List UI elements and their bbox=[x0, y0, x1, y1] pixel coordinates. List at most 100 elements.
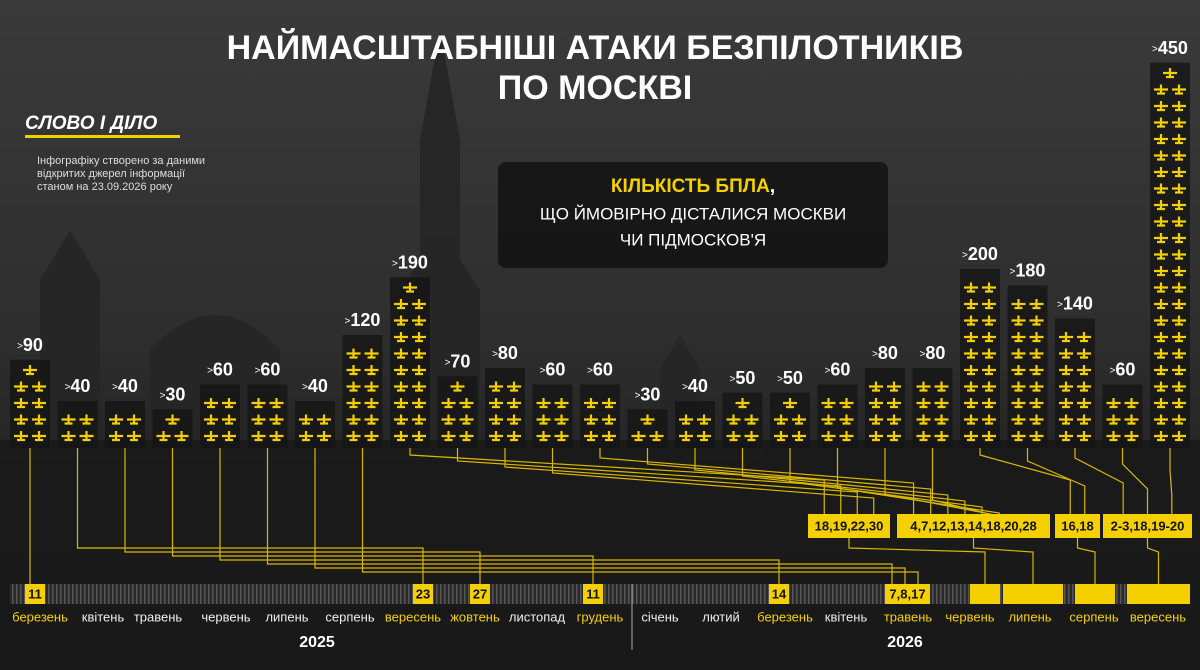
drone-icon bbox=[1011, 431, 1026, 442]
drone-icon bbox=[489, 431, 503, 442]
drone-icon bbox=[507, 381, 521, 392]
column bbox=[532, 384, 573, 448]
drone-icon bbox=[839, 431, 854, 442]
drone-icon bbox=[1172, 365, 1186, 376]
drone-icon bbox=[79, 414, 94, 425]
drone-icon bbox=[1172, 431, 1186, 442]
value-number: 40 bbox=[118, 376, 138, 396]
value-number: 190 bbox=[398, 252, 428, 272]
title: ПО МОСКВІ bbox=[498, 69, 692, 107]
drone-icon bbox=[412, 381, 426, 392]
drone-icon bbox=[1059, 414, 1073, 425]
column bbox=[57, 401, 98, 448]
drone-icon bbox=[1011, 381, 1026, 392]
drone-icon bbox=[964, 299, 978, 310]
date-label: 11 bbox=[586, 586, 600, 601]
month-box bbox=[1075, 584, 1115, 604]
drone-icon bbox=[14, 414, 28, 425]
value-number: 120 bbox=[350, 310, 380, 330]
connector bbox=[504, 448, 858, 514]
drone-icon bbox=[792, 414, 806, 425]
drone-icon bbox=[1124, 398, 1139, 409]
column bbox=[295, 401, 335, 448]
value-number: 40 bbox=[70, 376, 90, 396]
value-label: >40 bbox=[682, 376, 708, 396]
drone-icon bbox=[982, 332, 996, 343]
drone-icon bbox=[982, 414, 996, 425]
date-box bbox=[897, 514, 1050, 538]
drone-icon bbox=[1172, 348, 1186, 359]
drone-icon bbox=[1172, 167, 1186, 178]
column-bg bbox=[912, 368, 953, 448]
kremlin-silhouette bbox=[0, 30, 1200, 670]
column bbox=[437, 376, 478, 448]
drone-icon bbox=[459, 414, 474, 425]
column bbox=[200, 384, 240, 448]
drone-icon bbox=[640, 414, 655, 425]
value-number: 60 bbox=[1115, 359, 1135, 379]
drone-icon bbox=[1011, 348, 1026, 359]
drone-icon bbox=[839, 398, 854, 409]
value-prefix: > bbox=[65, 382, 71, 393]
drone-icon bbox=[982, 282, 996, 293]
drone-icon bbox=[649, 431, 664, 442]
value-label: >60 bbox=[255, 359, 281, 379]
date-box bbox=[769, 584, 789, 604]
column bbox=[152, 409, 193, 448]
column-bg bbox=[105, 401, 145, 448]
drone-icon bbox=[364, 348, 379, 359]
month-label: квітень bbox=[82, 609, 125, 624]
drone-icon bbox=[1029, 348, 1044, 359]
drone-icon bbox=[679, 414, 693, 425]
column bbox=[105, 401, 145, 448]
connector bbox=[1121, 448, 1149, 514]
drone-icon bbox=[346, 431, 361, 442]
value-label: >180 bbox=[1010, 260, 1046, 280]
drone-icon bbox=[1077, 348, 1091, 359]
drone-icon bbox=[934, 431, 949, 442]
month-label: березень bbox=[757, 609, 813, 624]
drone-icon bbox=[1172, 200, 1186, 211]
drone-icon bbox=[394, 299, 408, 310]
connector bbox=[972, 538, 1034, 584]
drone-icon bbox=[1154, 183, 1168, 194]
date-label: 23 bbox=[416, 586, 430, 601]
month-label: серпень bbox=[1069, 609, 1118, 624]
drone-icon bbox=[412, 299, 426, 310]
column bbox=[1150, 62, 1190, 448]
drone-icon bbox=[109, 431, 123, 442]
value-prefix: > bbox=[587, 365, 593, 376]
connector bbox=[1146, 538, 1160, 584]
connector bbox=[361, 448, 919, 585]
drone-icon bbox=[726, 431, 741, 442]
value-prefix: > bbox=[1010, 266, 1016, 277]
drone-icon bbox=[602, 414, 616, 425]
value-number: 60 bbox=[213, 359, 233, 379]
connector bbox=[171, 448, 594, 585]
value-number: 40 bbox=[688, 376, 708, 396]
date-label: 27 bbox=[473, 586, 487, 601]
drone-icon bbox=[821, 431, 836, 442]
drone-icon bbox=[32, 381, 46, 392]
drone-icon bbox=[1154, 299, 1168, 310]
drone-icon bbox=[346, 398, 361, 409]
value-prefix: > bbox=[302, 382, 308, 393]
drone-icon bbox=[489, 414, 503, 425]
drone-icon bbox=[32, 398, 46, 409]
drone-icon bbox=[1172, 134, 1186, 145]
column-bg bbox=[580, 384, 620, 448]
month-label: жовтень bbox=[450, 609, 500, 624]
drone-icon bbox=[1154, 398, 1168, 409]
connector bbox=[266, 448, 893, 585]
drone-icon bbox=[934, 381, 949, 392]
column-bg bbox=[390, 277, 430, 448]
column bbox=[10, 359, 50, 448]
drone-icon bbox=[602, 398, 616, 409]
drone-icon bbox=[1154, 365, 1168, 376]
drone-icon bbox=[394, 315, 408, 326]
value-prefix: > bbox=[682, 382, 688, 393]
drone-icon bbox=[1172, 150, 1186, 161]
drone-icon bbox=[1011, 414, 1026, 425]
drone-icon bbox=[584, 431, 598, 442]
drone-icon bbox=[887, 414, 901, 425]
